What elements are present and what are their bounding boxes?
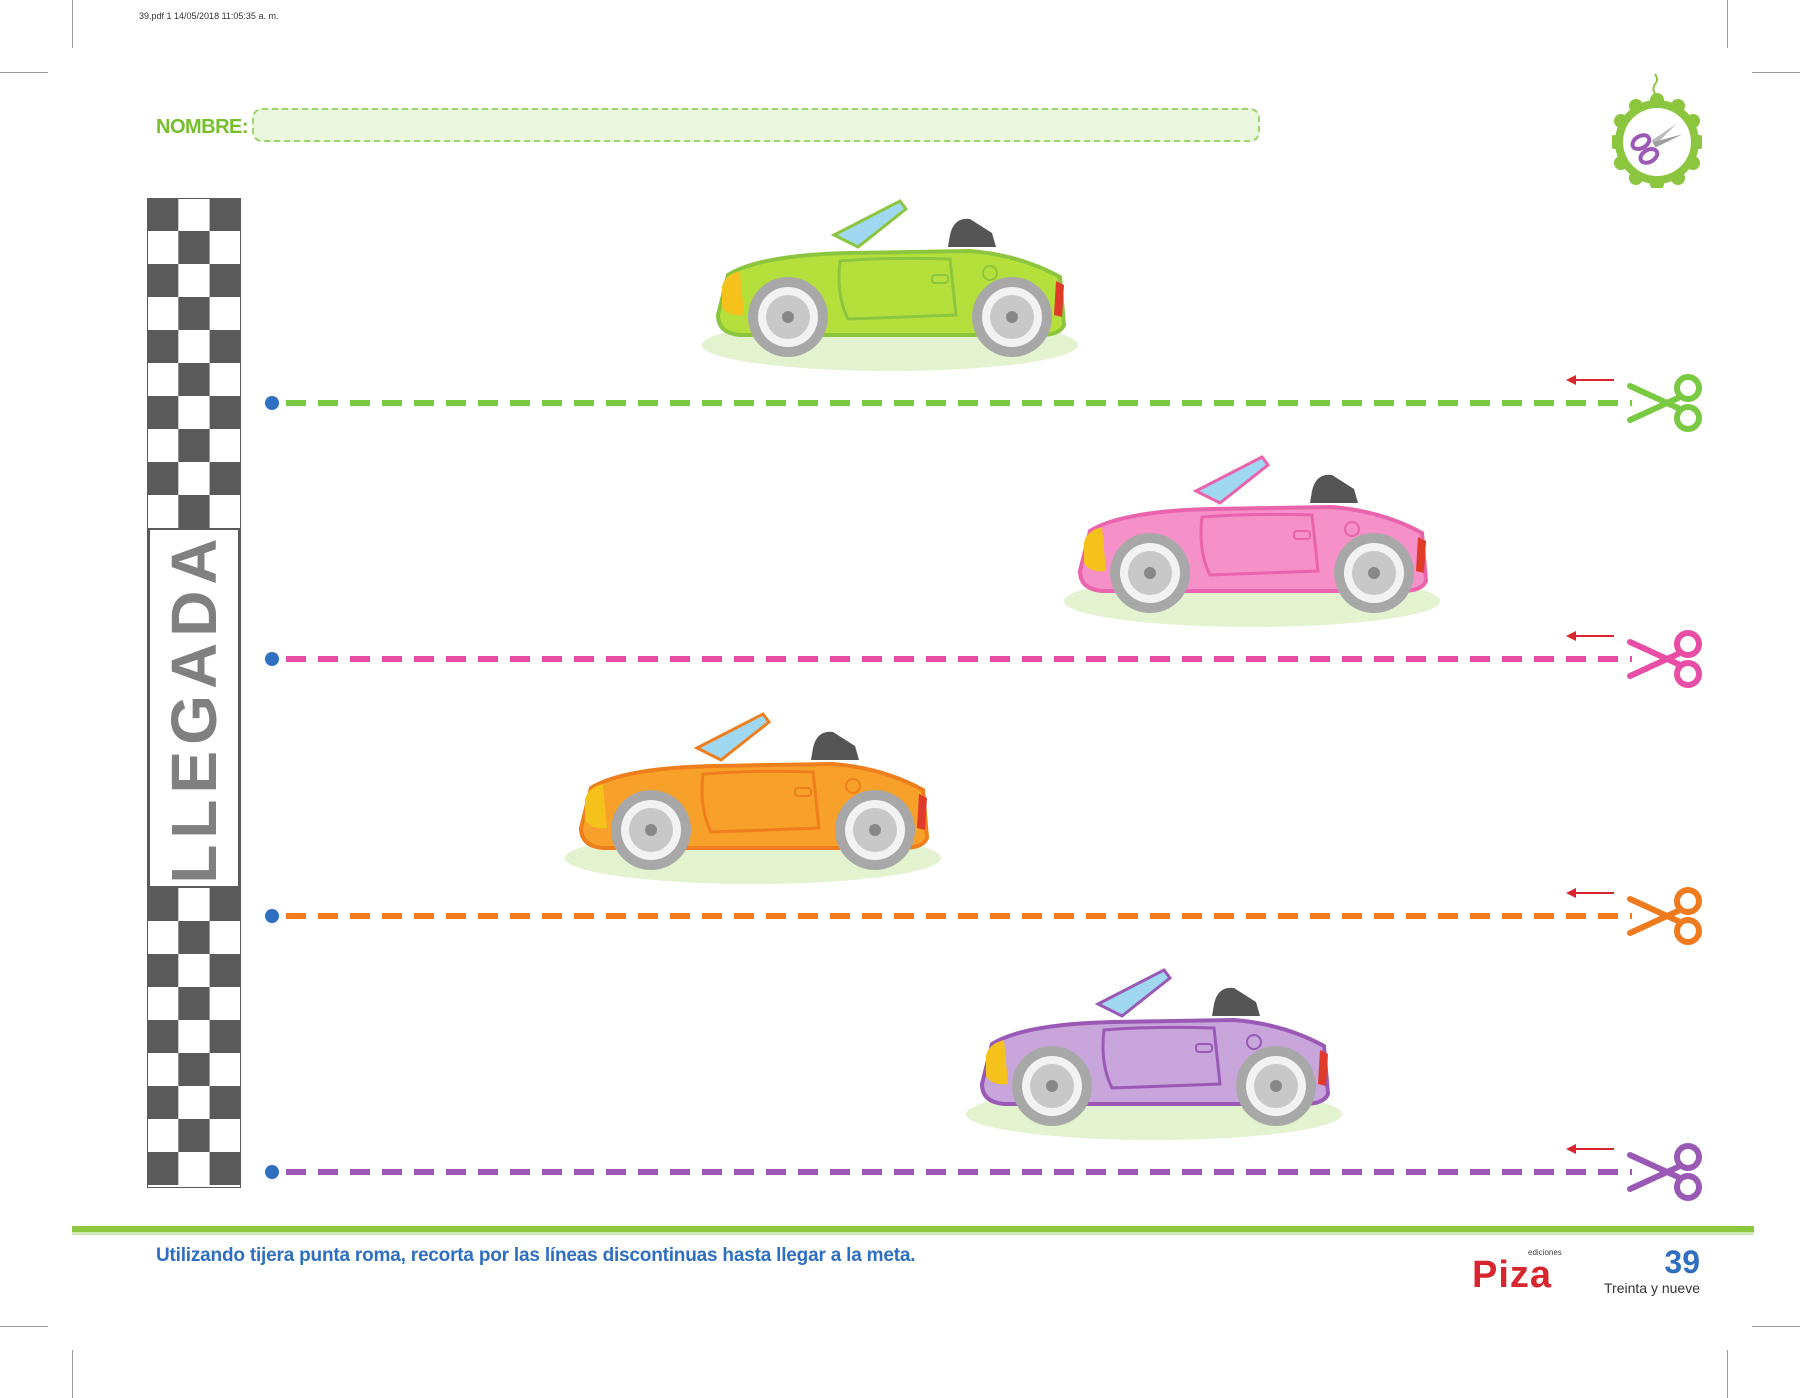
start-dot: [265, 652, 279, 666]
crop-mark: [1727, 0, 1728, 48]
flag-square: [209, 462, 241, 495]
arrow-left-icon: [1566, 888, 1614, 898]
scissors-icon: [1626, 1137, 1706, 1207]
crop-mark: [0, 1326, 48, 1327]
flag-square: [178, 1119, 210, 1152]
flag-square: [209, 954, 241, 987]
cut-line[interactable]: [262, 368, 1702, 438]
crop-mark: [1752, 72, 1800, 73]
flag-square: [209, 888, 241, 921]
flag-square: [178, 1053, 210, 1086]
flag-square: [147, 198, 179, 231]
flag-square: [178, 297, 210, 330]
flag-square: [209, 198, 241, 231]
cut-line[interactable]: [262, 881, 1702, 951]
arrow-left-icon: [1566, 1144, 1614, 1154]
convertible-car-icon: [563, 708, 943, 908]
flag-square: [178, 921, 210, 954]
flag-square: [178, 231, 210, 264]
flag-square: [147, 888, 179, 921]
arrow-left-icon: [1566, 375, 1614, 385]
flag-square: [209, 1020, 241, 1053]
convertible-car-icon: [700, 195, 1080, 395]
finish-label: LLEGADA: [158, 532, 230, 884]
cut-line[interactable]: [262, 624, 1702, 694]
scissors-icon: [1626, 881, 1706, 951]
flag-square: [178, 987, 210, 1020]
convertible-car-icon: [1062, 451, 1442, 651]
flag-square: [147, 264, 179, 297]
piza-logo: ediciones Piza: [1472, 1248, 1562, 1296]
convertible-car-icon: [964, 964, 1344, 1164]
scissors-icon: [1626, 368, 1706, 438]
print-header: 39.pdf 1 14/05/2018 11:05:35 a. m.: [139, 11, 279, 21]
flag-square: [147, 462, 179, 495]
crop-mark: [0, 72, 48, 73]
flag-square: [209, 396, 241, 429]
footer-rule: [72, 1226, 1754, 1235]
arrow-left-icon: [1566, 631, 1614, 641]
flag-square: [209, 1152, 241, 1185]
logo-wordmark: Piza: [1472, 1254, 1553, 1296]
flag-square: [147, 954, 179, 987]
flag-square: [147, 1152, 179, 1185]
nombre-label: NOMBRE:: [156, 116, 249, 138]
flag-square: [147, 1020, 179, 1053]
flag-square: [147, 330, 179, 363]
scissors-badge-icon: [1608, 72, 1706, 191]
flag-square: [147, 1086, 179, 1119]
flag-square: [147, 396, 179, 429]
finish-flag: LLEGADA: [146, 197, 242, 1189]
start-dot: [265, 1165, 279, 1179]
scissors-icon: [1626, 624, 1706, 694]
flag-square: [209, 264, 241, 297]
cut-line[interactable]: [262, 1137, 1702, 1207]
crop-mark: [1727, 1350, 1728, 1398]
instruction-text: Utilizando tijera punta roma, recorta po…: [156, 1245, 916, 1266]
page-number: 39: [1664, 1244, 1700, 1280]
flag-square: [209, 330, 241, 363]
flag-square: [178, 429, 210, 462]
nombre-field[interactable]: [252, 108, 1260, 142]
crop-mark: [72, 0, 73, 48]
flag-square: [178, 495, 210, 528]
logo-subtitle: ediciones: [1528, 1248, 1562, 1257]
flag-square: [178, 363, 210, 396]
page-number-words: Treinta y nueve: [1604, 1280, 1700, 1296]
crop-mark: [1752, 1326, 1800, 1327]
start-dot: [265, 909, 279, 923]
start-dot: [265, 396, 279, 410]
flag-square: [209, 1086, 241, 1119]
crop-mark: [72, 1350, 73, 1398]
